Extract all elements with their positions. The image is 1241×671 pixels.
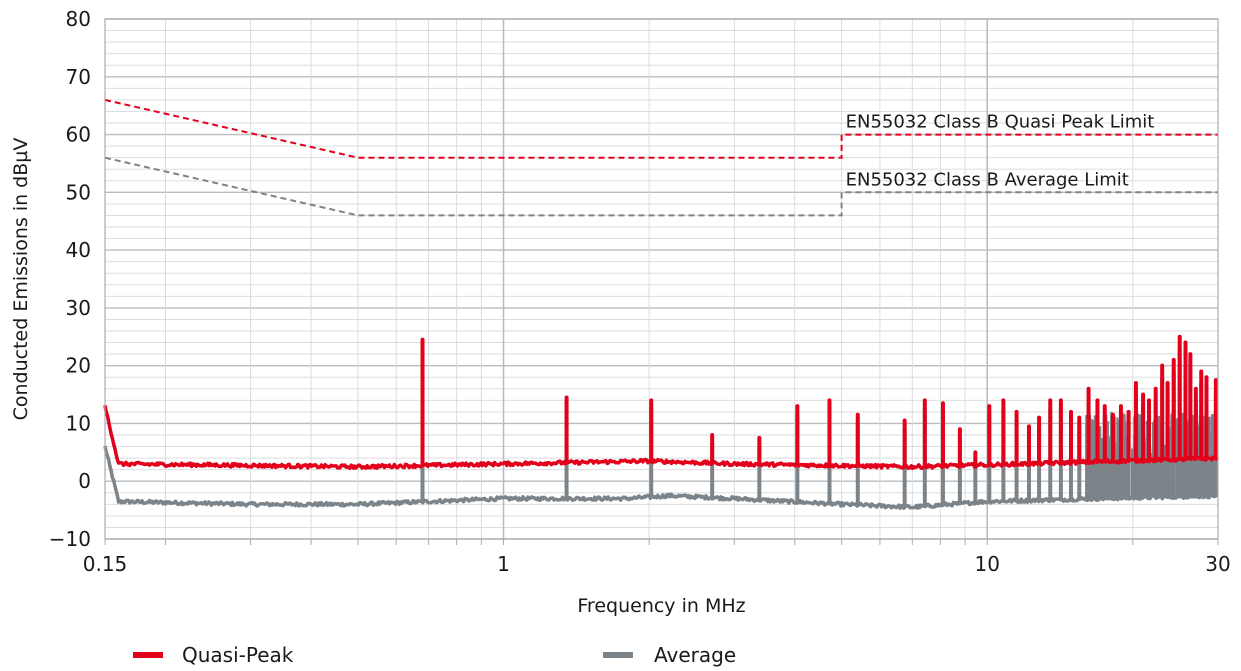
y-tick-label: 0	[78, 469, 91, 493]
legend-label-average: Average	[654, 643, 736, 667]
x-tick-label: 0.15	[83, 552, 128, 576]
y-tick-label: 40	[66, 238, 91, 262]
y-tick-label: 20	[66, 354, 91, 378]
legend-label-quasi-peak: Quasi-Peak	[182, 643, 294, 667]
qp-limit-label: EN55032 Class B Quasi Peak Limit	[846, 112, 1155, 133]
x-axis-title: Frequency in MHz	[577, 595, 745, 617]
tick-labels: −10 0 10 20 30 40 50 60 70 80 0.15 1 10 30	[49, 7, 1231, 576]
x-tick-label: 10	[974, 552, 999, 576]
y-tick-label: 10	[66, 411, 91, 435]
legend: Quasi-Peak Average	[133, 643, 736, 667]
x-tick-label: 1	[497, 552, 510, 576]
y-tick-label: 60	[66, 123, 91, 147]
y-tick-label: 30	[66, 296, 91, 320]
y-tick-label: −10	[49, 527, 91, 551]
series-quasi-peak	[105, 337, 1218, 469]
y-axis-title: Conducted Emissions in dBµV	[10, 138, 32, 421]
data-series	[105, 337, 1218, 509]
y-tick-label: 50	[66, 180, 91, 204]
x-tick-label: 30	[1205, 552, 1230, 576]
y-tick-label: 70	[66, 65, 91, 89]
avg-limit-label: EN55032 Class B Average Limit	[846, 169, 1129, 190]
y-tick-label: 80	[66, 7, 91, 31]
